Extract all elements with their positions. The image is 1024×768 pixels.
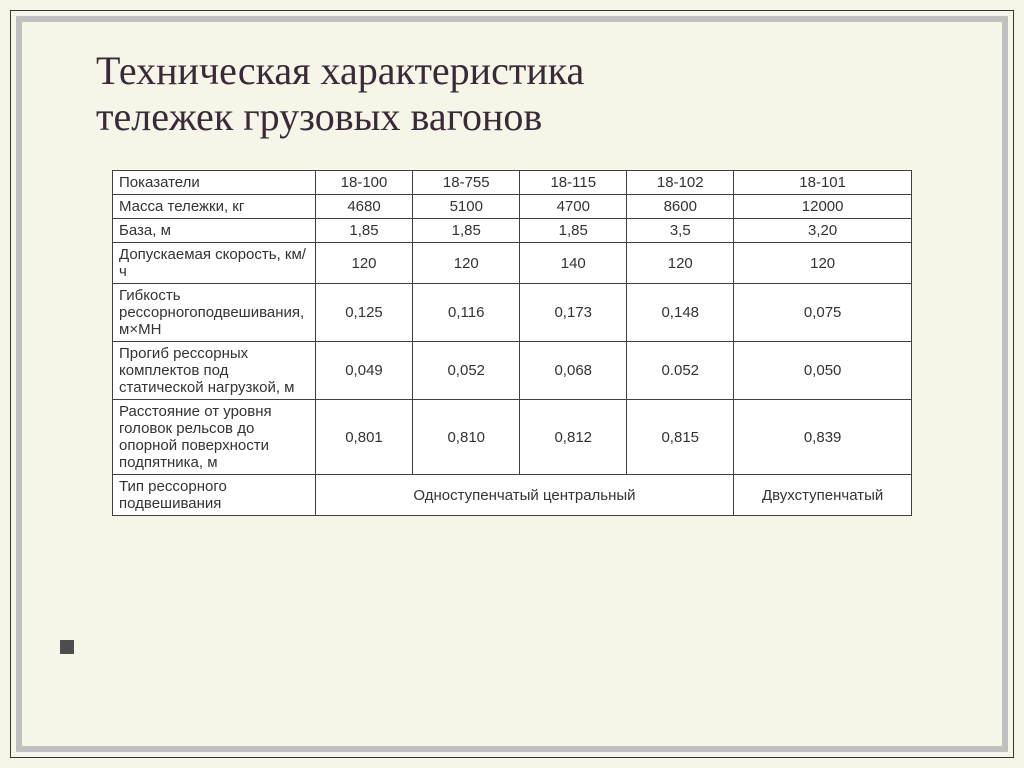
row-value: 1,85: [315, 219, 413, 243]
row-label: Гибкость рессорногоподвешивания, м×МН: [113, 284, 316, 342]
table-row: Допускаемая скорость, км/ч12012014012012…: [113, 243, 912, 284]
row-value: 0,049: [315, 342, 413, 400]
title-line1: Техническая характеристика: [96, 48, 584, 93]
header-col: 18-115: [520, 171, 627, 195]
footer-label: Тип рессорного подвешивания: [113, 475, 316, 516]
row-value: 3,5: [627, 219, 734, 243]
row-value: 0.052: [627, 342, 734, 400]
row-value: 0,173: [520, 284, 627, 342]
header-col: 18-101: [734, 171, 912, 195]
row-value: 4680: [315, 195, 413, 219]
row-value: 120: [734, 243, 912, 284]
header-col: 18-100: [315, 171, 413, 195]
table-row: Масса тележки, кг468051004700860012000: [113, 195, 912, 219]
header-col: 18-755: [413, 171, 520, 195]
title-line2: тележек грузовых вагонов: [96, 94, 542, 139]
table-row: Гибкость рессорногоподвешивания, м×МН0,1…: [113, 284, 912, 342]
row-value: 0,125: [315, 284, 413, 342]
row-value: 0,815: [627, 400, 734, 475]
header-col: 18-102: [627, 171, 734, 195]
row-value: 3,20: [734, 219, 912, 243]
row-value: 0,052: [413, 342, 520, 400]
row-value: 0,801: [315, 400, 413, 475]
row-value: 8600: [627, 195, 734, 219]
row-value: 5100: [413, 195, 520, 219]
spec-table: Показатели18-10018-75518-11518-10218-101…: [112, 170, 912, 516]
row-value: 0,075: [734, 284, 912, 342]
row-label: База, м: [113, 219, 316, 243]
row-label: Расстояние от уровня головок рельсов до …: [113, 400, 316, 475]
row-label: Допускаемая скорость, км/ч: [113, 243, 316, 284]
spec-table-wrap: Показатели18-10018-75518-11518-10218-101…: [112, 170, 912, 516]
row-value: 120: [413, 243, 520, 284]
row-value: 120: [315, 243, 413, 284]
table-row: Прогиб рессорных комплектов под статичес…: [113, 342, 912, 400]
row-value: 4700: [520, 195, 627, 219]
row-value: 0,116: [413, 284, 520, 342]
row-value: 1,85: [413, 219, 520, 243]
header-label: Показатели: [113, 171, 316, 195]
slide-title: Техническая характеристика тележек грузо…: [96, 48, 584, 140]
table-row: Расстояние от уровня головок рельсов до …: [113, 400, 912, 475]
bullet-decor: [60, 640, 74, 654]
table-header-row: Показатели18-10018-75518-11518-10218-101: [113, 171, 912, 195]
row-value: 0,812: [520, 400, 627, 475]
row-label: Прогиб рессорных комплектов под статичес…: [113, 342, 316, 400]
table-row: База, м1,851,851,853,53,20: [113, 219, 912, 243]
row-value: 140: [520, 243, 627, 284]
row-value: 0,148: [627, 284, 734, 342]
row-value: 0,839: [734, 400, 912, 475]
footer-value: Одноступенчатый центральный: [315, 475, 734, 516]
row-value: 12000: [734, 195, 912, 219]
footer-value: Двухступенчатый: [734, 475, 912, 516]
row-label: Масса тележки, кг: [113, 195, 316, 219]
row-value: 0,050: [734, 342, 912, 400]
slide: Техническая характеристика тележек грузо…: [0, 0, 1024, 768]
table-footer-row: Тип рессорного подвешиванияОдноступенчат…: [113, 475, 912, 516]
row-value: 0,810: [413, 400, 520, 475]
row-value: 1,85: [520, 219, 627, 243]
row-value: 0,068: [520, 342, 627, 400]
row-value: 120: [627, 243, 734, 284]
